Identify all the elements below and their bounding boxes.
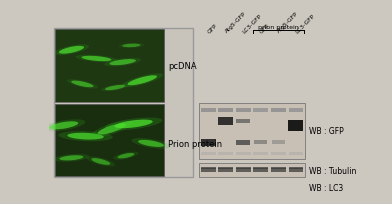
- Bar: [254, 141, 267, 145]
- Bar: [271, 152, 286, 155]
- Bar: [253, 167, 268, 172]
- Bar: [218, 167, 233, 172]
- Bar: [218, 168, 233, 170]
- Ellipse shape: [87, 157, 115, 167]
- Ellipse shape: [127, 76, 157, 86]
- Text: GFP: GFP: [207, 23, 218, 34]
- Bar: [289, 185, 303, 192]
- Ellipse shape: [119, 44, 144, 49]
- Ellipse shape: [113, 152, 138, 160]
- Ellipse shape: [105, 118, 162, 131]
- Bar: [55, 104, 164, 176]
- Bar: [253, 109, 268, 112]
- Text: pcDNA: pcDNA: [168, 62, 197, 71]
- Ellipse shape: [105, 85, 125, 91]
- Bar: [289, 184, 303, 187]
- Bar: [254, 185, 268, 192]
- Text: GFP: GFP: [259, 23, 271, 34]
- Bar: [272, 141, 285, 145]
- Bar: [219, 185, 233, 192]
- Ellipse shape: [114, 120, 153, 129]
- Bar: [254, 184, 268, 187]
- Bar: [201, 152, 216, 155]
- Ellipse shape: [67, 80, 98, 89]
- Ellipse shape: [82, 57, 111, 62]
- Text: LC3-GFP: LC3-GFP: [242, 13, 263, 34]
- Bar: [201, 184, 215, 187]
- Text: WB : Tubulin: WB : Tubulin: [309, 166, 357, 175]
- Text: prion protein: prion protein: [258, 25, 299, 30]
- Bar: [289, 152, 303, 155]
- Bar: [201, 185, 215, 192]
- Bar: [218, 118, 233, 125]
- Bar: [236, 119, 250, 123]
- Bar: [236, 152, 250, 155]
- Bar: [201, 168, 216, 170]
- Text: Prion protein: Prion protein: [168, 139, 222, 148]
- Bar: [219, 184, 233, 187]
- Ellipse shape: [76, 55, 118, 63]
- Bar: [289, 168, 303, 170]
- Bar: [253, 168, 268, 170]
- Ellipse shape: [91, 121, 133, 137]
- Ellipse shape: [101, 84, 129, 92]
- Text: Atg5-GFP: Atg5-GFP: [277, 11, 300, 34]
- Bar: [271, 167, 286, 172]
- Text: LC3-GFP: LC3-GFP: [294, 13, 316, 34]
- Ellipse shape: [98, 124, 126, 135]
- Bar: [236, 109, 250, 112]
- Bar: [271, 184, 285, 187]
- Ellipse shape: [60, 155, 83, 161]
- Bar: [201, 109, 216, 112]
- Ellipse shape: [91, 158, 110, 165]
- Bar: [54, 29, 193, 177]
- Ellipse shape: [138, 140, 164, 147]
- Ellipse shape: [109, 60, 136, 66]
- Bar: [236, 184, 250, 187]
- Bar: [200, 181, 305, 195]
- Ellipse shape: [132, 138, 171, 149]
- Ellipse shape: [42, 120, 85, 132]
- Ellipse shape: [49, 122, 78, 130]
- Bar: [253, 152, 268, 155]
- Text: Atg5-GFP: Atg5-GFP: [224, 11, 247, 34]
- Bar: [289, 167, 303, 172]
- Ellipse shape: [122, 74, 163, 88]
- Ellipse shape: [122, 44, 140, 48]
- Ellipse shape: [59, 47, 84, 54]
- Ellipse shape: [104, 59, 141, 67]
- Bar: [55, 30, 164, 103]
- Ellipse shape: [67, 133, 104, 140]
- Bar: [236, 167, 250, 172]
- Bar: [200, 103, 305, 159]
- Bar: [236, 168, 250, 170]
- Bar: [201, 167, 216, 172]
- Ellipse shape: [54, 45, 89, 56]
- Bar: [271, 109, 286, 112]
- Bar: [200, 163, 305, 178]
- Bar: [218, 152, 233, 155]
- Bar: [218, 109, 233, 112]
- Bar: [236, 140, 250, 145]
- Bar: [201, 139, 216, 146]
- Bar: [271, 168, 286, 170]
- Bar: [236, 185, 250, 192]
- Text: WB : LC3: WB : LC3: [309, 183, 343, 192]
- Ellipse shape: [58, 131, 113, 142]
- Bar: [289, 109, 303, 112]
- Ellipse shape: [71, 81, 93, 88]
- Bar: [271, 185, 285, 192]
- Bar: [289, 120, 303, 131]
- Text: WB : GFP: WB : GFP: [309, 127, 344, 135]
- Ellipse shape: [53, 154, 89, 162]
- Ellipse shape: [118, 153, 134, 159]
